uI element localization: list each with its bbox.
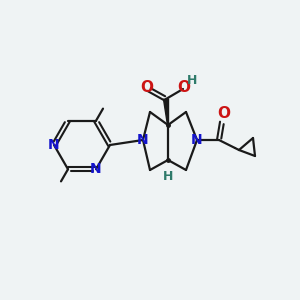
Text: N: N	[137, 133, 149, 147]
Polygon shape	[164, 99, 169, 125]
Text: O: O	[218, 106, 230, 122]
Text: O: O	[140, 80, 154, 95]
Text: N: N	[90, 162, 102, 176]
Text: N: N	[191, 133, 203, 147]
Text: H: H	[163, 170, 173, 183]
Text: N: N	[48, 138, 60, 152]
Text: O: O	[178, 80, 190, 94]
Text: H: H	[187, 74, 197, 88]
